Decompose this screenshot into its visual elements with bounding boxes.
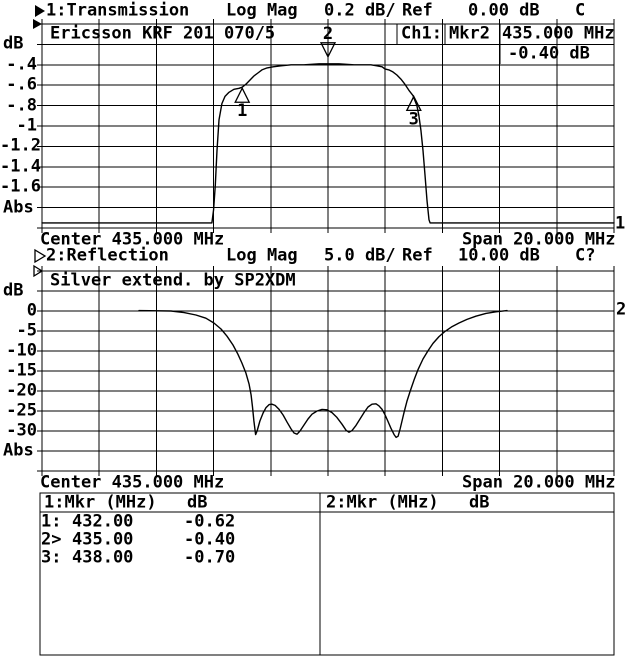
marker-row-level: -0.40 xyxy=(184,529,236,550)
ch2-y-label: -25 xyxy=(6,400,37,421)
marker-2-label: 2 xyxy=(323,24,333,44)
grid-reflection xyxy=(37,266,615,476)
ch2-y-label: -5 xyxy=(16,320,37,341)
ch1-trace-number: 1 xyxy=(615,213,626,234)
ch1-y-label: -1.6 xyxy=(0,176,41,197)
ch2-y-label: 0 xyxy=(26,300,37,321)
ch1-y-label: -.8 xyxy=(6,95,37,116)
marker-table-header-right: 2:Mkr (MHz) xyxy=(326,492,439,513)
marker-1-label: 1 xyxy=(237,101,247,121)
marker-table-unit-left: dB xyxy=(187,492,208,513)
marker-1-symbol xyxy=(234,86,251,103)
ch1-center-frequency: Center 435.000 MHz xyxy=(40,229,225,250)
ch1-readout-frequency: 435.000 MHz xyxy=(502,23,615,44)
marker-row-id: 3: xyxy=(41,547,62,568)
ch2-header-scale: 5.0 dB/ xyxy=(324,245,396,266)
ch1-header-ref-label: Ref xyxy=(402,0,433,21)
ch1-readout-level: -0.40 dB xyxy=(508,43,590,64)
marker-table-header-left: 1:Mkr (MHz) xyxy=(44,492,157,513)
ch1-y-label: -.6 xyxy=(6,74,37,95)
marker-2-symbol xyxy=(319,42,337,59)
ch1-readout-marker: Mkr2 xyxy=(449,23,490,44)
ch2-y-label: -10 xyxy=(6,340,37,361)
ch2-y-label: -20 xyxy=(6,380,37,401)
marker-row-level: -0.70 xyxy=(184,547,236,568)
ch2-y-label: -30 xyxy=(6,420,37,441)
trace-reflection xyxy=(138,309,508,439)
trace-transmission xyxy=(41,63,615,224)
ch2-y-unit: dB xyxy=(3,280,24,301)
channel1-indicator-icon xyxy=(35,5,45,17)
marker-3-label: 3 xyxy=(409,109,419,129)
ch2-header-format: Log Mag xyxy=(226,245,298,266)
ch2-trace-title: Silver extend. by SP2XDM xyxy=(50,270,296,291)
marker-row-id: 1: xyxy=(41,511,62,532)
marker-row-frequency: 435.00 xyxy=(72,529,134,550)
ch2-y-floor: Abs xyxy=(3,440,34,461)
marker-row-frequency: 438.00 xyxy=(72,547,134,568)
marker-3-symbol xyxy=(405,94,422,112)
ch1-y-floor: Abs xyxy=(3,197,34,218)
marker-row-id: 2> xyxy=(41,529,62,550)
ch2-header-title: 2:Reflection xyxy=(46,245,169,266)
ch1-y-label: -1 xyxy=(16,115,37,136)
marker-table-unit-right: dB xyxy=(469,492,490,513)
marker-table-frame xyxy=(39,492,615,656)
grid-transmission xyxy=(37,19,615,233)
ch2-header-ref-label: Ref xyxy=(402,245,433,266)
ch1-header-ref-value: 0.00 dB xyxy=(468,0,540,21)
ch2-span: Span 20.000 MHz xyxy=(462,472,616,493)
ch1-readout-channel: Ch1: xyxy=(401,23,442,44)
ch2-header-status: C? xyxy=(575,245,596,266)
ch2-y-label: -15 xyxy=(6,360,37,381)
ch1-y-label: -.4 xyxy=(6,54,37,75)
ch1-y-label: -1.4 xyxy=(0,156,41,177)
ch1-y-unit: dB xyxy=(3,33,24,54)
ch1-trace-title: Ericsson KRF 201 070/5 xyxy=(50,23,276,44)
marker-row-frequency: 432.00 xyxy=(72,511,134,532)
ch1-header-status: C xyxy=(575,0,586,21)
marker-row-level: -0.62 xyxy=(184,511,236,532)
channel2-indicator-icon xyxy=(34,248,47,264)
ch2-trace-number: 2 xyxy=(616,299,627,320)
ch2-header-ref-value: 10.00 dB xyxy=(458,245,540,266)
ch1-header-format: Log Mag xyxy=(226,0,298,21)
ch1-span: Span 20.000 MHz xyxy=(462,229,616,250)
ch1-header-title: 1:Transmission xyxy=(46,0,190,21)
ch2-center-frequency: Center 435.000 MHz xyxy=(40,472,225,493)
ch1-header-scale: 0.2 dB/ xyxy=(324,0,396,21)
ch1-y-label: -1.2 xyxy=(0,135,41,156)
